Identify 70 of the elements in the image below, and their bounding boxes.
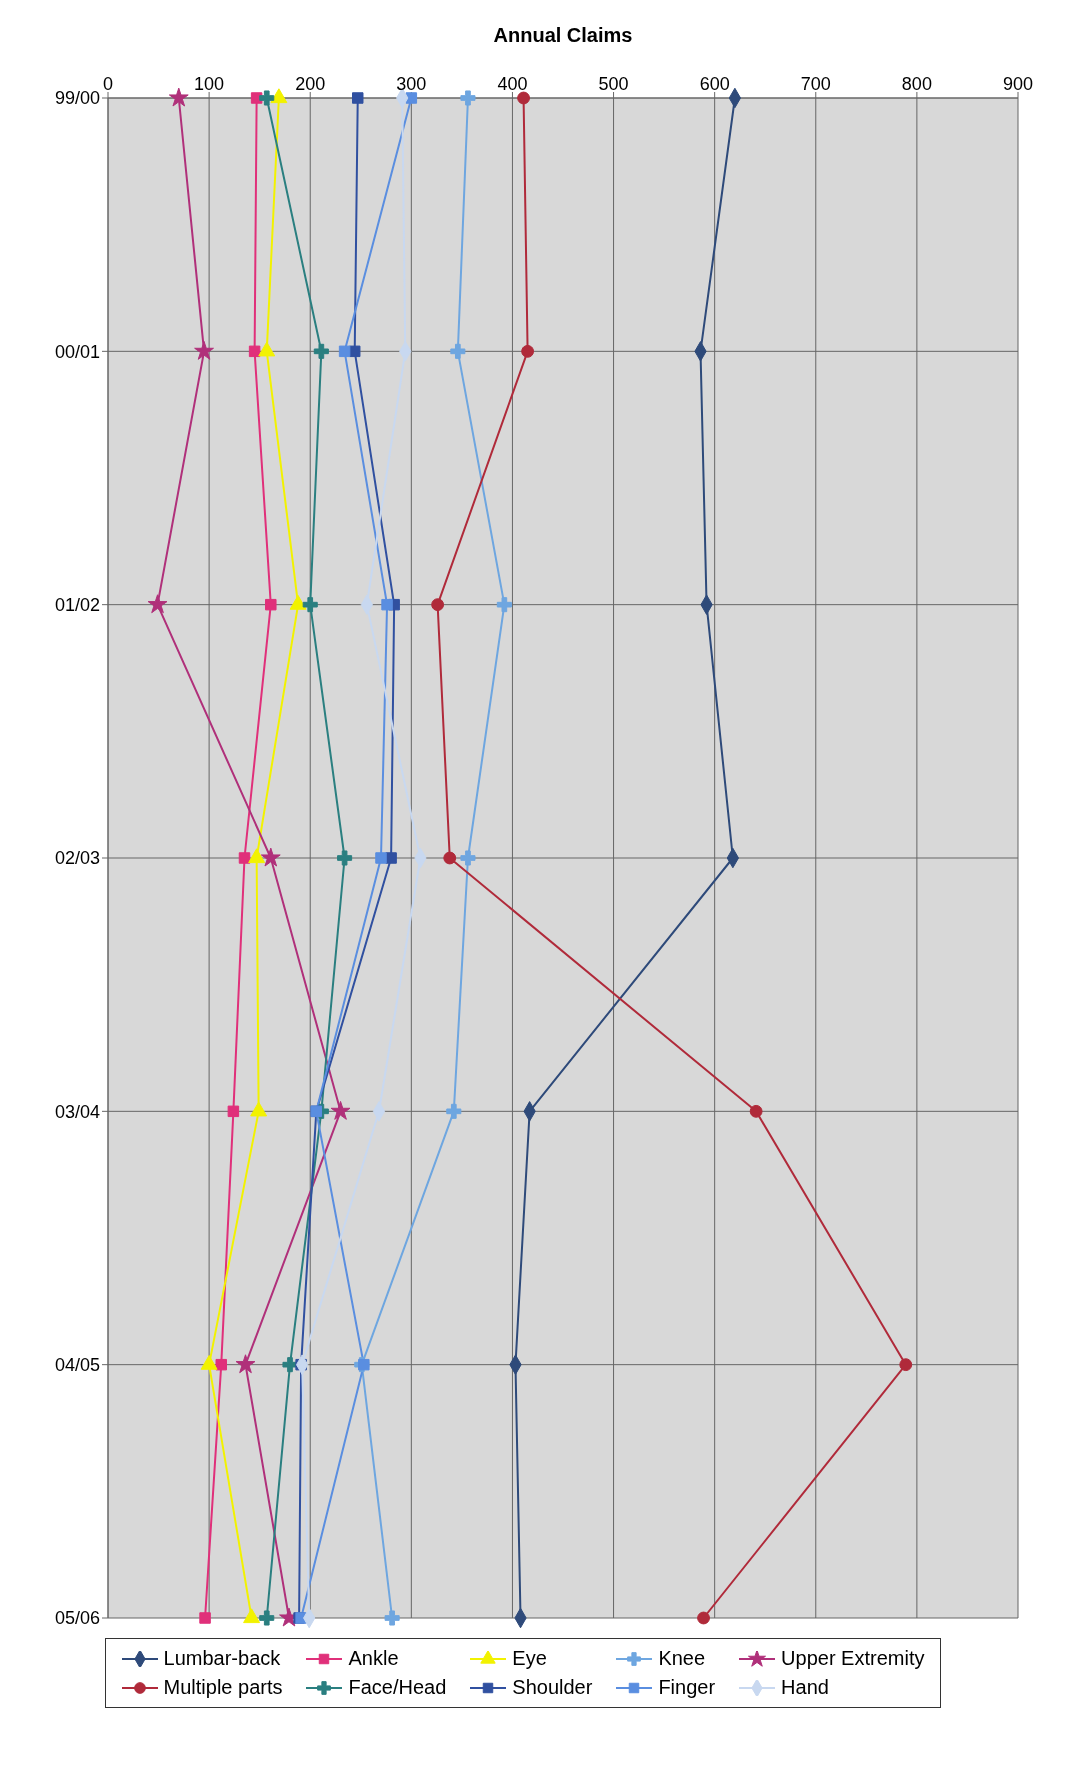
point: [243, 1608, 261, 1624]
point: [384, 1610, 400, 1626]
y-tick-label: 01/02: [54, 595, 100, 616]
point: [358, 1358, 370, 1371]
legend-label: Hand: [781, 1676, 829, 1699]
legend-label: Upper Extremity: [781, 1647, 925, 1670]
point: [460, 850, 476, 866]
legend-label: Shoulder: [512, 1676, 593, 1699]
point: [446, 1103, 462, 1119]
legend-label: Face/Head: [348, 1676, 447, 1699]
x-axis-title: Annual Claims: [493, 24, 633, 47]
point: [348, 345, 361, 358]
point: [147, 594, 168, 614]
point: [194, 340, 214, 360]
legend-label: Eye: [512, 1647, 547, 1670]
x-tick-label: 500: [598, 74, 629, 94]
point: [168, 87, 189, 107]
legend-label: Lumbar-back: [163, 1647, 281, 1670]
point: [259, 90, 275, 106]
point: [248, 345, 261, 358]
y-tick-label: 03/04: [54, 1101, 100, 1122]
x-tick-label: 100: [194, 74, 225, 94]
point: [238, 852, 251, 864]
point: [749, 1104, 763, 1118]
point: [431, 598, 445, 612]
y-tick-label: 02/03: [54, 848, 100, 869]
point: [302, 597, 318, 613]
point: [215, 1358, 227, 1371]
point: [899, 1358, 913, 1372]
y-tick-label: 04/05: [54, 1355, 100, 1376]
x-tick-label: 900: [1002, 74, 1034, 94]
point: [279, 1607, 299, 1627]
x-tick-label: 400: [497, 74, 528, 94]
point: [443, 851, 457, 865]
point: [265, 598, 277, 611]
point: [199, 1612, 211, 1624]
point: [521, 344, 535, 358]
point: [259, 1610, 275, 1626]
x-tick-label: 700: [800, 74, 831, 94]
legend-label: Multiple parts: [163, 1676, 283, 1699]
point: [282, 1357, 298, 1373]
point: [352, 92, 364, 104]
x-tick-label: 0: [102, 74, 114, 94]
legend-label: Knee: [658, 1647, 706, 1670]
point: [260, 847, 281, 867]
y-tick-label: 05/06: [54, 1608, 100, 1629]
point: [248, 848, 266, 864]
x-tick-label: 300: [396, 74, 427, 94]
legend-label: Finger: [658, 1676, 716, 1699]
point: [450, 343, 466, 359]
point: [517, 91, 530, 105]
point: [330, 1100, 351, 1120]
point: [338, 345, 351, 358]
point: [375, 852, 387, 864]
x-tick-label: 800: [901, 74, 932, 94]
point: [697, 1611, 710, 1625]
point: [227, 1105, 240, 1118]
point: [313, 343, 329, 359]
point: [337, 850, 353, 866]
x-tick-label: 600: [699, 74, 730, 94]
y-tick-label: 00/01: [54, 341, 100, 362]
point: [381, 598, 393, 611]
y-tick-label: 99/00: [54, 88, 100, 109]
x-tick-label: 200: [295, 74, 326, 94]
point: [235, 1354, 256, 1374]
point: [496, 597, 512, 613]
point: [270, 88, 288, 104]
legend-label: Ankle: [348, 1647, 399, 1670]
point: [460, 90, 476, 106]
point: [385, 852, 397, 864]
